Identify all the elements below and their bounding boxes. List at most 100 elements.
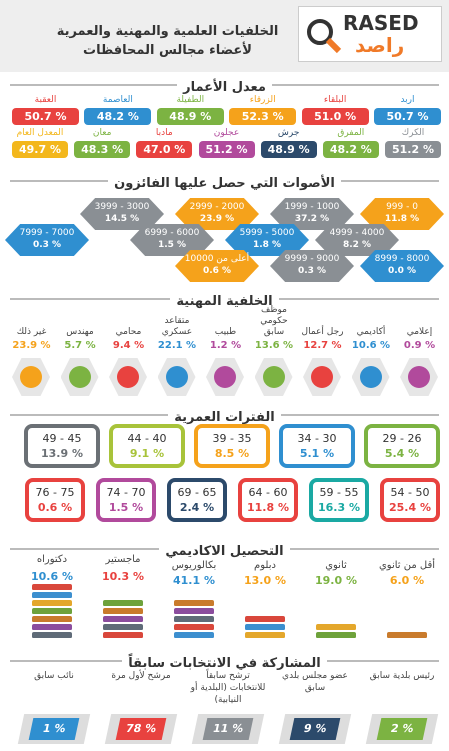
book — [32, 632, 72, 639]
vote-value: 23.9 % — [199, 214, 235, 224]
vote-value: 8.2 % — [342, 240, 372, 250]
age-group-value: 5.1 % — [299, 447, 335, 460]
participation-name: مرشح لأول مرة — [111, 671, 171, 681]
age-name: اربد — [400, 95, 415, 105]
age-value: 51.0 % — [301, 108, 369, 125]
education-value: 41.1 % — [173, 574, 215, 587]
age-group-range: 59 - 55 — [319, 486, 359, 499]
participation-name: عضو مجلس بلدي سابق — [282, 671, 348, 693]
education-name: بكالوريوس — [171, 560, 217, 571]
profession-name: متقاعد عسكري — [161, 316, 193, 337]
age-group-box — [309, 478, 369, 522]
age-group-box — [238, 478, 298, 522]
vote-value: 1.5 % — [157, 240, 187, 250]
section-title-text: الأصوات التي حصل عليها الفائزون — [108, 176, 341, 191]
profession-glyph — [359, 366, 382, 388]
section-title: معدل الأعمار — [0, 76, 449, 95]
logo-latin: RASED — [343, 11, 419, 35]
age-value: 48.2 % — [84, 108, 152, 125]
profession-glyph — [311, 366, 333, 388]
profession-name: أكاديمي — [356, 327, 386, 337]
age-name: العقبة — [34, 95, 57, 105]
book — [103, 600, 143, 607]
age-group-value: 8.5 % — [214, 447, 250, 460]
age-value: 48.2 % — [322, 141, 379, 158]
age-name: مادبا — [155, 128, 173, 138]
vote-value: 0.0 % — [387, 266, 417, 276]
education-name: ثانوي — [325, 560, 347, 571]
age-group-range: 64 - 60 — [248, 486, 288, 499]
age-name: المعدل العام — [16, 128, 64, 138]
age-group-range: 34 - 30 — [297, 432, 337, 445]
profession-glyph — [68, 366, 91, 388]
education-value: 10.6 % — [31, 570, 73, 583]
book — [103, 616, 143, 623]
book — [103, 608, 143, 615]
logo: RASED راصد — [298, 6, 442, 62]
book — [245, 632, 285, 639]
logo-arabic: راصد — [355, 33, 405, 57]
age-group-value: 13.9 % — [41, 447, 83, 460]
book — [174, 600, 214, 607]
vote-hexagon — [5, 224, 89, 256]
profession-glyph — [165, 366, 188, 388]
age-group-range: 44 - 40 — [127, 432, 167, 445]
book — [387, 632, 427, 639]
profession-value: 9.4 % — [112, 340, 145, 351]
age-value: 47.0 % — [136, 141, 193, 158]
age-value: 52.3 % — [229, 108, 297, 125]
profession-value: 10.6 % — [351, 340, 391, 351]
vote-range: 5999 - 5000 — [239, 228, 295, 238]
book — [245, 616, 285, 623]
age-name: البلقاء — [323, 95, 347, 105]
section-title-text: التحصيل الاكاديمي — [159, 544, 290, 559]
profession-glyph — [408, 366, 430, 388]
profession-value: 0.9 % — [403, 340, 436, 351]
participation-value: 9 % — [289, 718, 341, 740]
section-title-text: معدل الأعمار — [177, 80, 272, 95]
age-group-box — [96, 478, 156, 522]
profession-name: غير ذلك — [16, 327, 47, 337]
vote-value: 14.5 % — [104, 214, 140, 224]
section-title: الأصوات التي حصل عليها الفائزون — [0, 172, 449, 191]
vote-range: 1999 - 1000 — [284, 202, 340, 212]
education-name: دبلوم — [254, 560, 276, 571]
profession-name: رجل أعمال — [301, 327, 344, 337]
age-group-box — [364, 424, 440, 468]
age-group-box — [25, 478, 85, 522]
vote-range: 6999 - 6000 — [144, 228, 200, 238]
profession-name: طبيب — [214, 327, 237, 337]
age-value: 48.3 % — [74, 141, 131, 158]
book — [316, 624, 356, 631]
education-name: دكتوراه — [36, 554, 68, 565]
age-group-value: 5.4 % — [384, 447, 420, 460]
age-value: 48.9 % — [260, 141, 317, 158]
age-group-range: 76 - 75 — [35, 486, 75, 499]
profession-glyph — [117, 366, 139, 388]
age-group-range: 69 - 65 — [177, 486, 217, 499]
education-value: 10.3 % — [102, 570, 144, 583]
profession-value: 22.1 % — [157, 340, 197, 351]
vote-value: 1.8 % — [252, 240, 282, 250]
book — [174, 632, 214, 639]
vote-range: 999 - 0 — [386, 202, 418, 212]
vote-range: 7999 - 7000 — [19, 228, 75, 238]
page-title: الخلفيات العلمية والمهنية والعمرية لأعضا… — [56, 24, 279, 58]
participation-value: 11 % — [202, 718, 254, 740]
vote-range: 2999 - 2000 — [189, 202, 245, 212]
age-group-value: 0.6 % — [37, 501, 73, 514]
age-name: معان — [92, 128, 112, 138]
age-group-box — [380, 478, 440, 522]
age-group-value: 11.8 % — [247, 501, 289, 514]
profession-value: 13.6 % — [254, 340, 294, 351]
book — [174, 608, 214, 615]
age-group-value: 16.3 % — [318, 501, 360, 514]
age-group-box — [24, 424, 100, 468]
age-group-value: 9.1 % — [129, 447, 165, 460]
section-title-text: الخلفية المهنية — [170, 294, 279, 309]
logo-icon — [307, 19, 342, 54]
book — [174, 624, 214, 631]
education-name: أقل من ثانوي — [378, 560, 436, 571]
vote-hexagon — [175, 250, 259, 282]
participation-name: ترشح سابقاً للانتخابات (البلدية أو النيا… — [190, 671, 266, 705]
